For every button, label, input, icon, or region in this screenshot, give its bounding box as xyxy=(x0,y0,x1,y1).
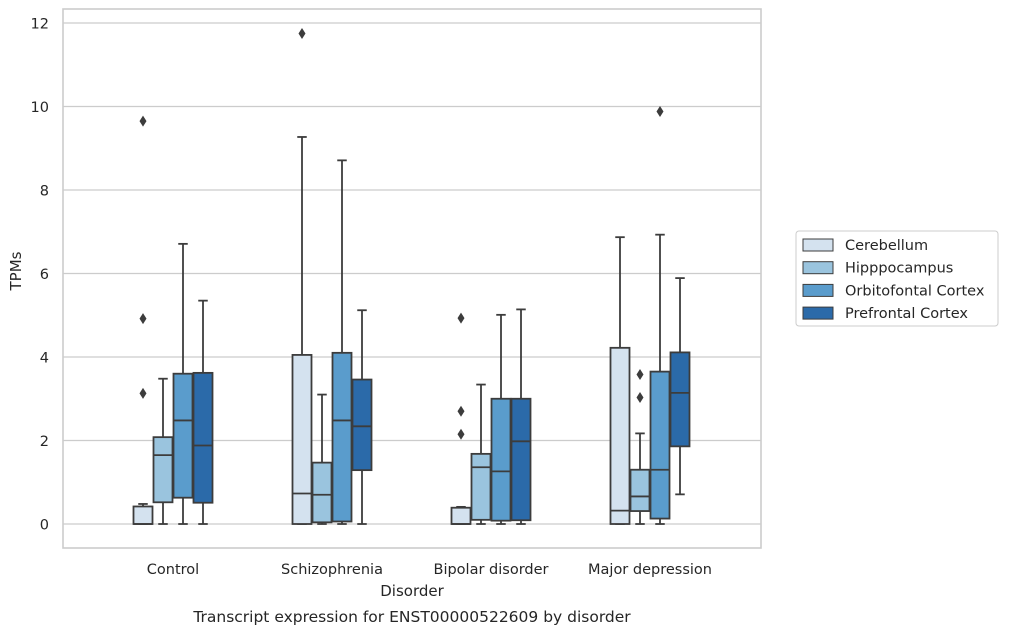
box-0-1 xyxy=(152,377,174,525)
legend-label: Hipppocampus xyxy=(845,261,953,277)
iqr-box xyxy=(331,351,353,523)
y-tick-label: 0 xyxy=(40,518,49,534)
box-3-3 xyxy=(669,277,691,496)
iqr-box xyxy=(192,371,214,504)
legend-label: Prefrontal Cortex xyxy=(845,306,968,322)
iqr-box xyxy=(132,505,154,525)
box-3-2 xyxy=(649,106,671,525)
legend-swatch xyxy=(802,238,834,252)
x-tick-label: Schizophrenia xyxy=(281,562,383,578)
iqr-box xyxy=(510,397,532,522)
iqr-box xyxy=(450,506,472,525)
outlier-point xyxy=(636,391,644,403)
outlier-point xyxy=(457,312,465,324)
y-tick-label: 4 xyxy=(40,351,49,367)
box-1-3 xyxy=(351,309,373,525)
box-3-0 xyxy=(609,236,631,525)
plot-frame xyxy=(62,8,762,549)
iqr-box xyxy=(629,468,651,512)
legend-label: Cerebellum xyxy=(845,238,928,254)
iqr-box xyxy=(291,354,313,525)
iqr-box xyxy=(152,436,174,504)
box-2-1 xyxy=(470,383,492,525)
iqr-box xyxy=(311,461,333,524)
x-tick-label: Bipolar disorder xyxy=(434,562,549,578)
y-tick-label: 2 xyxy=(40,434,49,450)
iqr-box xyxy=(669,351,691,448)
box-2-3 xyxy=(510,308,532,525)
iqr-box xyxy=(609,346,631,525)
iqr-box xyxy=(351,378,373,472)
outlier-point xyxy=(139,115,147,127)
y-axis-ticks: 0 2 4 6 8 10 12 xyxy=(31,17,49,534)
iqr-box xyxy=(649,370,671,520)
x-axis-ticks: Control Schizophrenia Bipolar disorder Majo… xyxy=(147,562,712,578)
outlier-point xyxy=(457,405,465,417)
outlier-point xyxy=(636,369,644,381)
outlier-point xyxy=(298,27,306,39)
box-1-2 xyxy=(331,159,353,525)
x-tick-label: Major depression xyxy=(588,562,712,578)
y-tick-label: 12 xyxy=(31,17,49,33)
iqr-box xyxy=(470,452,492,521)
y-tick-label: 8 xyxy=(40,184,49,200)
box-3-1 xyxy=(629,369,651,525)
y-tick-label: 10 xyxy=(31,100,49,116)
x-tick-label: Control xyxy=(147,562,199,578)
box-0-3 xyxy=(192,299,214,525)
legend-swatch xyxy=(802,261,834,275)
legend-swatch xyxy=(802,283,834,297)
outlier-point xyxy=(457,428,465,440)
outlier-point xyxy=(656,106,664,118)
x-axis-label: Disorder xyxy=(380,582,444,600)
box-0-2 xyxy=(172,242,194,525)
box-1-0 xyxy=(291,27,313,525)
legend-frame xyxy=(795,230,999,327)
box-1-1 xyxy=(311,393,333,525)
legend-swatch xyxy=(802,306,834,320)
box-2-2 xyxy=(490,313,512,525)
iqr-box xyxy=(172,372,194,499)
box-2-0 xyxy=(450,312,472,525)
y-axis-label: TPMs xyxy=(7,251,25,291)
outlier-point xyxy=(139,387,147,399)
legend-label: Orbitofontal Cortex xyxy=(845,283,985,299)
legend: Cerebellum Hipppocampus Orbitofontal Corte… xyxy=(795,230,999,327)
outlier-point xyxy=(139,313,147,325)
box-0-0 xyxy=(132,115,154,525)
iqr-box xyxy=(490,397,512,522)
y-tick-label: 6 xyxy=(40,267,49,283)
chart-title: Transcript expression for ENST0000052260… xyxy=(192,608,631,626)
boxes xyxy=(132,27,691,525)
